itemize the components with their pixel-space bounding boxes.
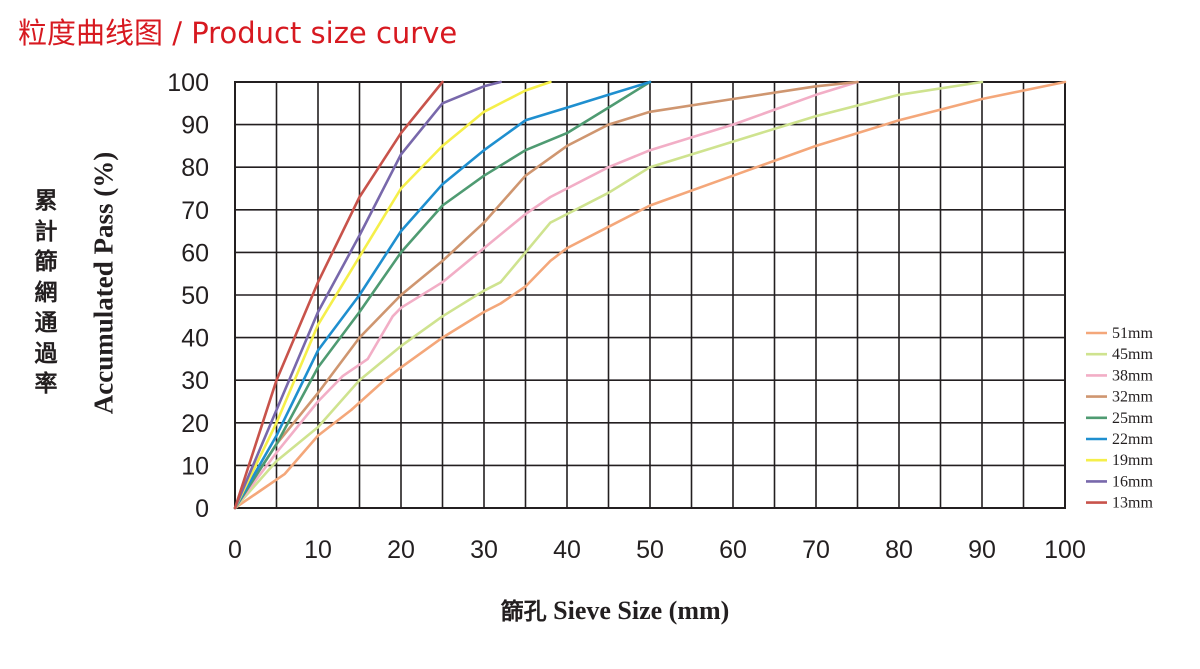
legend-label-32mm: 32mm: [1112, 389, 1153, 406]
y-tick-label: 80: [181, 154, 209, 182]
x-tick-label: 0: [228, 536, 242, 564]
chart-legend: 51mm 45mm 38mm 32mm 25mm 22mm 19mm 16mm 13mm: [1086, 325, 1153, 512]
series-line-13mm: [233, 80, 444, 510]
x-tick-label: 10: [304, 536, 332, 564]
legend-label-13mm: 13mm: [1112, 495, 1153, 512]
x-tick-label: 20: [387, 536, 415, 564]
page-title: 粒度曲线图 / Product size curve: [18, 16, 458, 50]
x-tick-label: 90: [968, 536, 996, 564]
series-lines: [233, 80, 1067, 510]
series-line-19mm: [233, 80, 552, 510]
x-tick-label: 30: [470, 536, 498, 564]
series-line-16mm: [233, 80, 502, 510]
x-axis-label-chinese: 篩孔: [500, 599, 547, 625]
y-tick-label: 50: [181, 282, 209, 310]
x-tick-label: 50: [636, 536, 664, 564]
legend-label-45mm: 45mm: [1112, 346, 1153, 363]
series-line-51mm: [233, 80, 1067, 510]
series-line-22mm: [233, 80, 652, 510]
series-line-45mm: [233, 80, 984, 510]
x-axis-label: 篩孔 Sieve Size (mm): [0, 592, 1200, 626]
y-tick-label: 30: [181, 367, 209, 395]
series-line-32mm: [233, 80, 859, 510]
y-tick-label: 20: [181, 410, 209, 438]
series-line-25mm: [233, 80, 652, 510]
y-tick-label: 90: [181, 112, 209, 140]
y-tick-label: 70: [181, 197, 209, 225]
x-axis-label-english: Sieve Size (mm): [553, 596, 730, 625]
x-tick-label: 70: [802, 536, 830, 564]
x-tick-label: 40: [553, 536, 581, 564]
legend-label-38mm: 38mm: [1112, 367, 1153, 384]
y-tick-label: 10: [181, 452, 209, 480]
y-tick-label: 60: [181, 239, 209, 267]
y-tick-label: 0: [195, 495, 209, 523]
legend-label-22mm: 22mm: [1112, 431, 1153, 448]
legend-label-25mm: 25mm: [1112, 410, 1153, 427]
x-tick-label: 80: [885, 536, 913, 564]
legend-label-19mm: 19mm: [1112, 452, 1153, 469]
legend-label-16mm: 16mm: [1112, 473, 1153, 490]
y-axis-label-chinese: 累計篩網通過率: [34, 188, 58, 397]
axis-ticks: 0 10 20 30 40 50 60 70 80 90 100 0 10 20 30 40 50 60 70 80 9…: [167, 69, 1086, 564]
legend-label-51mm: 51mm: [1112, 325, 1153, 342]
y-tick-label: 100: [167, 69, 209, 97]
series-line-38mm: [233, 80, 859, 510]
x-tick-label: 100: [1044, 536, 1086, 564]
x-tick-label: 60: [719, 536, 747, 564]
y-tick-label: 40: [181, 325, 209, 353]
